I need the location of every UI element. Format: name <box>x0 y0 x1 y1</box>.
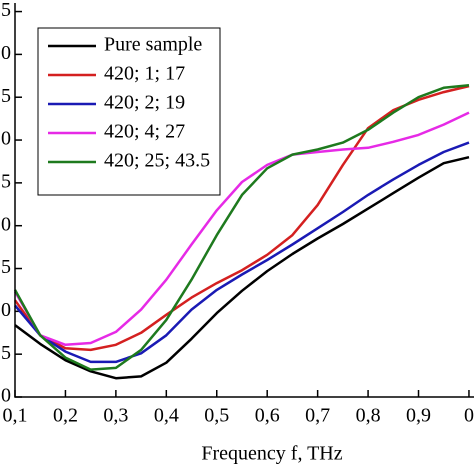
x-tick-label: 0,5 <box>204 405 229 427</box>
legend-label: 420; 2; 19 <box>104 92 185 114</box>
y-tick-label: 0 <box>1 213 11 235</box>
x-axis-label: Frequency f, THz <box>201 443 342 465</box>
y-tick-label: 0 <box>1 385 11 407</box>
legend-label: 420; 4; 27 <box>104 121 185 143</box>
x-tick-label: 0,7 <box>305 405 330 427</box>
series-line <box>14 141 470 364</box>
series-line <box>13 84 470 352</box>
x-tick-label: 0,9 <box>406 405 431 427</box>
series-line <box>13 83 470 371</box>
x-tick-label: 0,3 <box>103 405 128 427</box>
y-tick-label: 5 <box>1 170 11 192</box>
x-tick-label: 0,6 <box>255 405 280 427</box>
y-tick-label: 5 <box>1 0 11 21</box>
legend-label: 420; 25; 43.5 <box>104 150 210 172</box>
x-tick-label: 0,4 <box>154 405 179 427</box>
legend-box <box>37 27 221 196</box>
x-tick-label: 0,1 <box>3 405 28 427</box>
series-line <box>13 111 470 347</box>
axis-frame <box>14 3 474 398</box>
y-tick-label: 5 <box>1 342 11 364</box>
y-tick-label: 0 <box>1 299 11 321</box>
y-tick-label: 5 <box>1 85 11 107</box>
series-line <box>14 155 470 380</box>
legend-label: Pure sample <box>104 34 202 56</box>
y-tick-label: 0 <box>1 42 11 64</box>
x-tick-label: 0,8 <box>356 405 381 427</box>
x-tick-label: 0,2 <box>53 405 78 427</box>
y-tick-label: 0 <box>1 128 11 150</box>
y-tick-label: 5 <box>1 256 11 278</box>
legend-label: 420; 1; 17 <box>104 63 185 85</box>
x-tick-label: 0 <box>464 405 474 427</box>
